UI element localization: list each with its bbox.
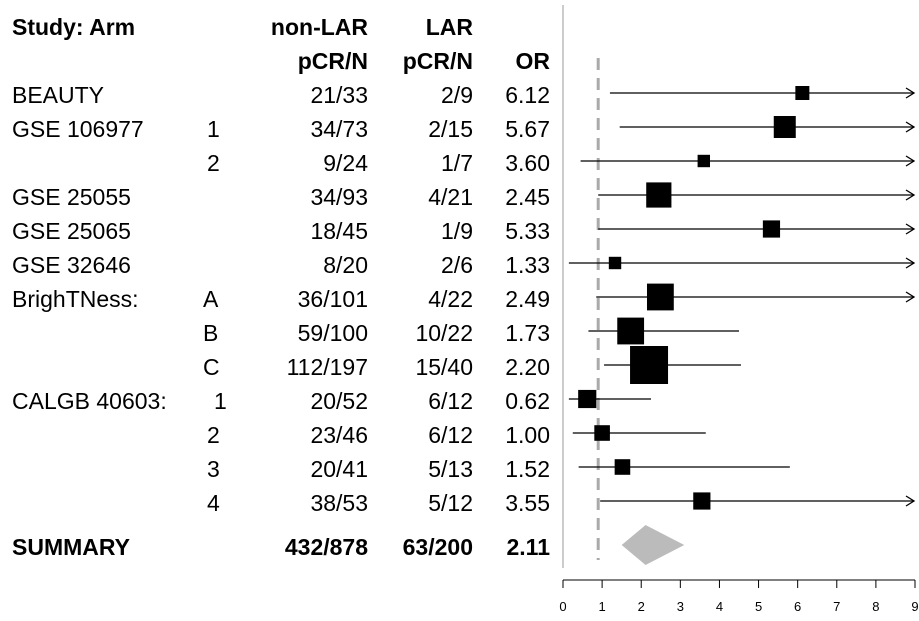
x-tick-label: 3: [677, 599, 684, 614]
lar-value: 6/12: [428, 422, 473, 448]
ci-arrow: [905, 495, 916, 507]
point-estimate: [608, 256, 622, 270]
summary-label: SUMMARY: [12, 534, 130, 560]
lar-value: 2/6: [441, 252, 473, 278]
x-tick-label: 6: [794, 599, 801, 614]
point-estimate: [646, 182, 672, 208]
arm-label: 4: [207, 490, 220, 516]
study-name: BEAUTY: [12, 82, 105, 108]
lar-value: 2/9: [441, 82, 473, 108]
lar-value: 5/12: [428, 490, 473, 516]
ci-arrow: [905, 223, 916, 235]
header-lar-line2: pCR/N: [402, 48, 473, 74]
lar-value: 1/7: [441, 150, 473, 176]
point-estimate: [630, 346, 669, 384]
or-value: 3.55: [505, 490, 550, 516]
x-tick-label: 9: [911, 599, 918, 614]
summary-lar-value: 63/200: [402, 534, 473, 560]
nonlar-value: 20/41: [310, 456, 368, 482]
or-value: 1.33: [505, 252, 550, 278]
x-tick-label: 5: [755, 599, 762, 614]
point-estimate: [697, 154, 710, 168]
header-nonlar-line2: pCR/N: [297, 48, 368, 74]
ci-arrow: [905, 155, 916, 167]
or-value: 5.67: [505, 116, 550, 142]
x-tick-label: 2: [638, 599, 645, 614]
arm-label: 1: [214, 388, 227, 414]
summary-nonlar-value: 432/878: [284, 534, 368, 560]
point-estimate: [617, 317, 645, 345]
point-estimate: [693, 492, 711, 510]
header-lar-line1: LAR: [425, 14, 473, 40]
arm-label: 1: [207, 116, 220, 142]
summary-diamond: [621, 525, 685, 565]
lar-value: 5/13: [428, 456, 473, 482]
nonlar-value: 34/73: [310, 116, 368, 142]
forest-plot-marks: 0 1 2 3 4 5 6 7 8 9: [559, 58, 919, 614]
nonlar-value: 21/33: [310, 82, 368, 108]
arm-label: 3: [207, 456, 220, 482]
study-name: CALGB 40603:: [12, 388, 167, 414]
study-name: GSE 106977: [12, 116, 144, 142]
nonlar-value: 38/53: [310, 490, 368, 516]
arm-label: A: [203, 286, 219, 312]
ci-arrow: [905, 189, 916, 201]
or-value: 6.12: [505, 82, 550, 108]
point-estimate: [646, 283, 674, 311]
arm-label: 2: [207, 422, 220, 448]
nonlar-value: 36/101: [297, 286, 368, 312]
point-estimate: [578, 389, 597, 409]
point-estimate: [594, 425, 610, 441]
x-tick-label: 0: [559, 599, 566, 614]
nonlar-value: 18/45: [310, 218, 368, 244]
arm-label: 2: [207, 150, 220, 176]
point-estimate: [614, 459, 631, 475]
header-nonlar-line1: non-LAR: [270, 14, 368, 40]
or-value: 0.62: [505, 388, 550, 414]
or-value: 1.00: [505, 422, 550, 448]
or-value: 3.60: [505, 150, 550, 176]
point-estimate: [795, 86, 810, 100]
nonlar-value: 59/100: [297, 320, 368, 346]
arm-label: C: [203, 354, 220, 380]
lar-value: 4/21: [428, 184, 473, 210]
x-tick-label: 8: [872, 599, 879, 614]
study-name: GSE 25065: [12, 218, 131, 244]
study-name: BrighTNess:: [12, 286, 139, 312]
nonlar-value: 9/24: [323, 150, 368, 176]
point-estimate: [762, 220, 781, 238]
header-study-arm: Study: Arm: [12, 14, 136, 40]
arm-label: B: [203, 320, 219, 346]
lar-value: 15/40: [415, 354, 473, 380]
lar-value: 10/22: [415, 320, 473, 346]
point-estimate: [773, 116, 796, 138]
lar-value: 1/9: [441, 218, 473, 244]
nonlar-value: 112/197: [286, 354, 368, 380]
header-or: OR: [515, 48, 551, 74]
summary-or-value: 2.11: [506, 534, 551, 560]
or-value: 2.20: [505, 354, 550, 380]
nonlar-value: 34/93: [310, 184, 368, 210]
ci-arrow: [905, 87, 916, 99]
x-tick-label: 4: [716, 599, 723, 614]
lar-value: 4/22: [428, 286, 473, 312]
or-value: 2.45: [505, 184, 550, 210]
lar-value: 2/15: [428, 116, 473, 142]
nonlar-value: 23/46: [310, 422, 368, 448]
nonlar-value: 20/52: [310, 388, 368, 414]
ci-arrow: [905, 291, 916, 303]
study-name: GSE 25055: [12, 184, 131, 210]
or-value: 1.52: [505, 456, 550, 482]
lar-value: 6/12: [428, 388, 473, 414]
x-tick-label: 1: [598, 599, 605, 614]
ci-arrow: [905, 257, 916, 269]
study-name: GSE 32646: [12, 252, 131, 278]
x-tick-label: 7: [833, 599, 840, 614]
or-value: 1.73: [505, 320, 550, 346]
nonlar-value: 8/20: [323, 252, 368, 278]
ci-arrow: [905, 121, 916, 133]
or-value: 2.49: [505, 286, 550, 312]
or-value: 5.33: [505, 218, 550, 244]
